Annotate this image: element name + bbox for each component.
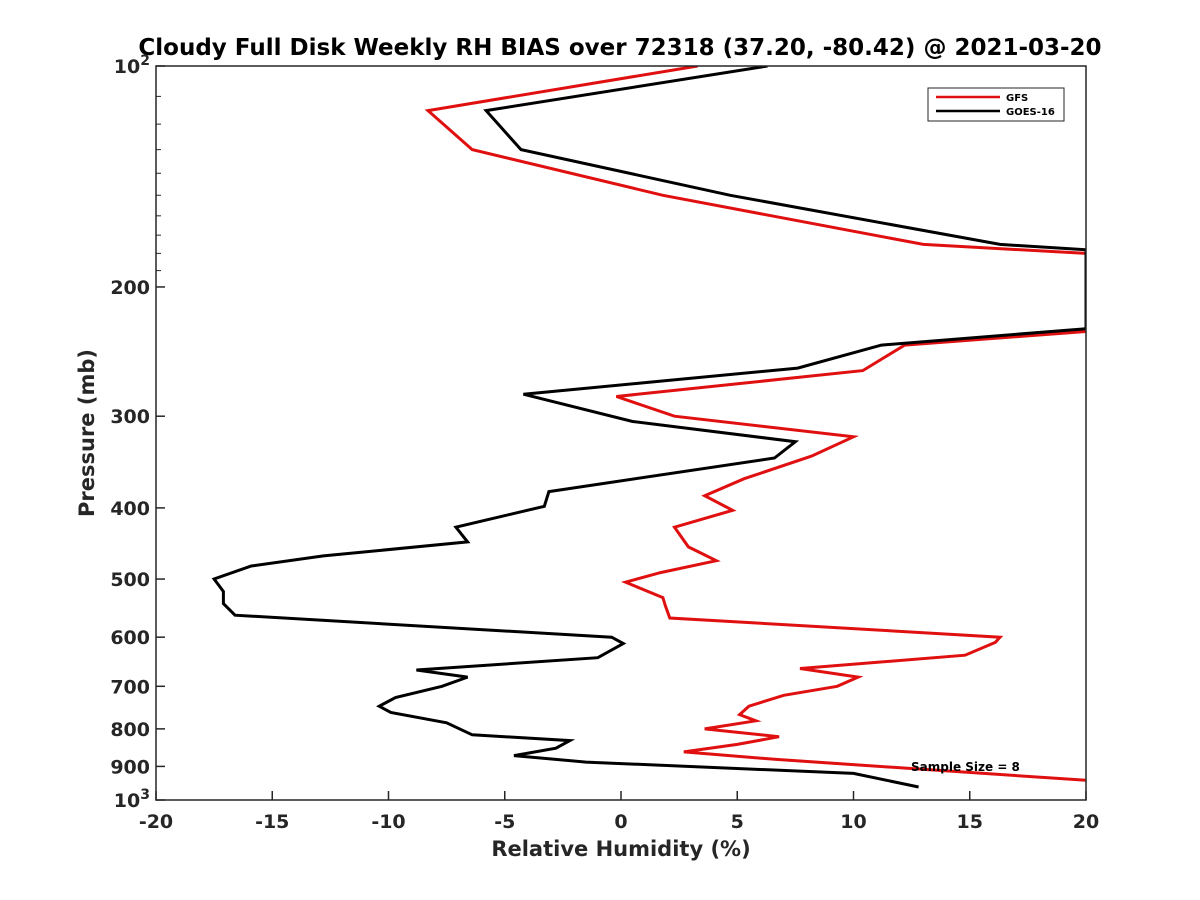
x-tick-label: -20	[139, 811, 173, 833]
y-tick-label: 400	[110, 498, 150, 520]
series-line-goes16	[211, 66, 1086, 789]
x-axis: -20 -15 -10 -5 0 5 10 15 20	[139, 791, 1099, 833]
y-tick-label: 200	[110, 277, 150, 299]
legend-label-goes16: GOES-16	[1006, 107, 1055, 118]
series-line-gfs	[424, 66, 1086, 782]
x-tick-label: 0	[614, 811, 627, 833]
y-tick-label: 700	[110, 676, 150, 698]
y-tick-label: 600	[110, 627, 150, 649]
x-tick-label: -5	[494, 811, 515, 833]
x-tick-label: 20	[1073, 811, 1099, 833]
y-tick-label: 300	[110, 406, 150, 428]
y-tick-label: 900	[110, 756, 150, 778]
x-tick-label: 10	[840, 811, 866, 833]
series-layer	[211, 66, 1086, 789]
x-tick-label: -15	[255, 811, 289, 833]
legend-label-gfs: GFS	[1006, 93, 1028, 104]
x-tick-label: 15	[957, 811, 983, 833]
legend: GFS GOES-16	[927, 87, 1065, 122]
y-axis-label: Pressure (mb)	[75, 349, 99, 517]
sample-size-annotation: Sample Size = 8	[911, 760, 1020, 774]
y-tick-label: 800	[110, 719, 150, 741]
legend-box	[927, 87, 1065, 122]
y-tick-label: 500	[110, 569, 150, 591]
y-axis: 102 200 300 400 500 600 700 800 900 103	[110, 53, 165, 812]
plot-area	[155, 65, 1087, 801]
y-tick-label: 103	[114, 787, 150, 812]
chart-title: Cloudy Full Disk Weekly RH BIAS over 723…	[138, 35, 1101, 61]
x-tick-label: -10	[371, 811, 405, 833]
y-tick-label: 102	[114, 53, 150, 78]
x-tick-label: 5	[731, 811, 744, 833]
x-axis-label: Relative Humidity (%)	[491, 837, 750, 861]
